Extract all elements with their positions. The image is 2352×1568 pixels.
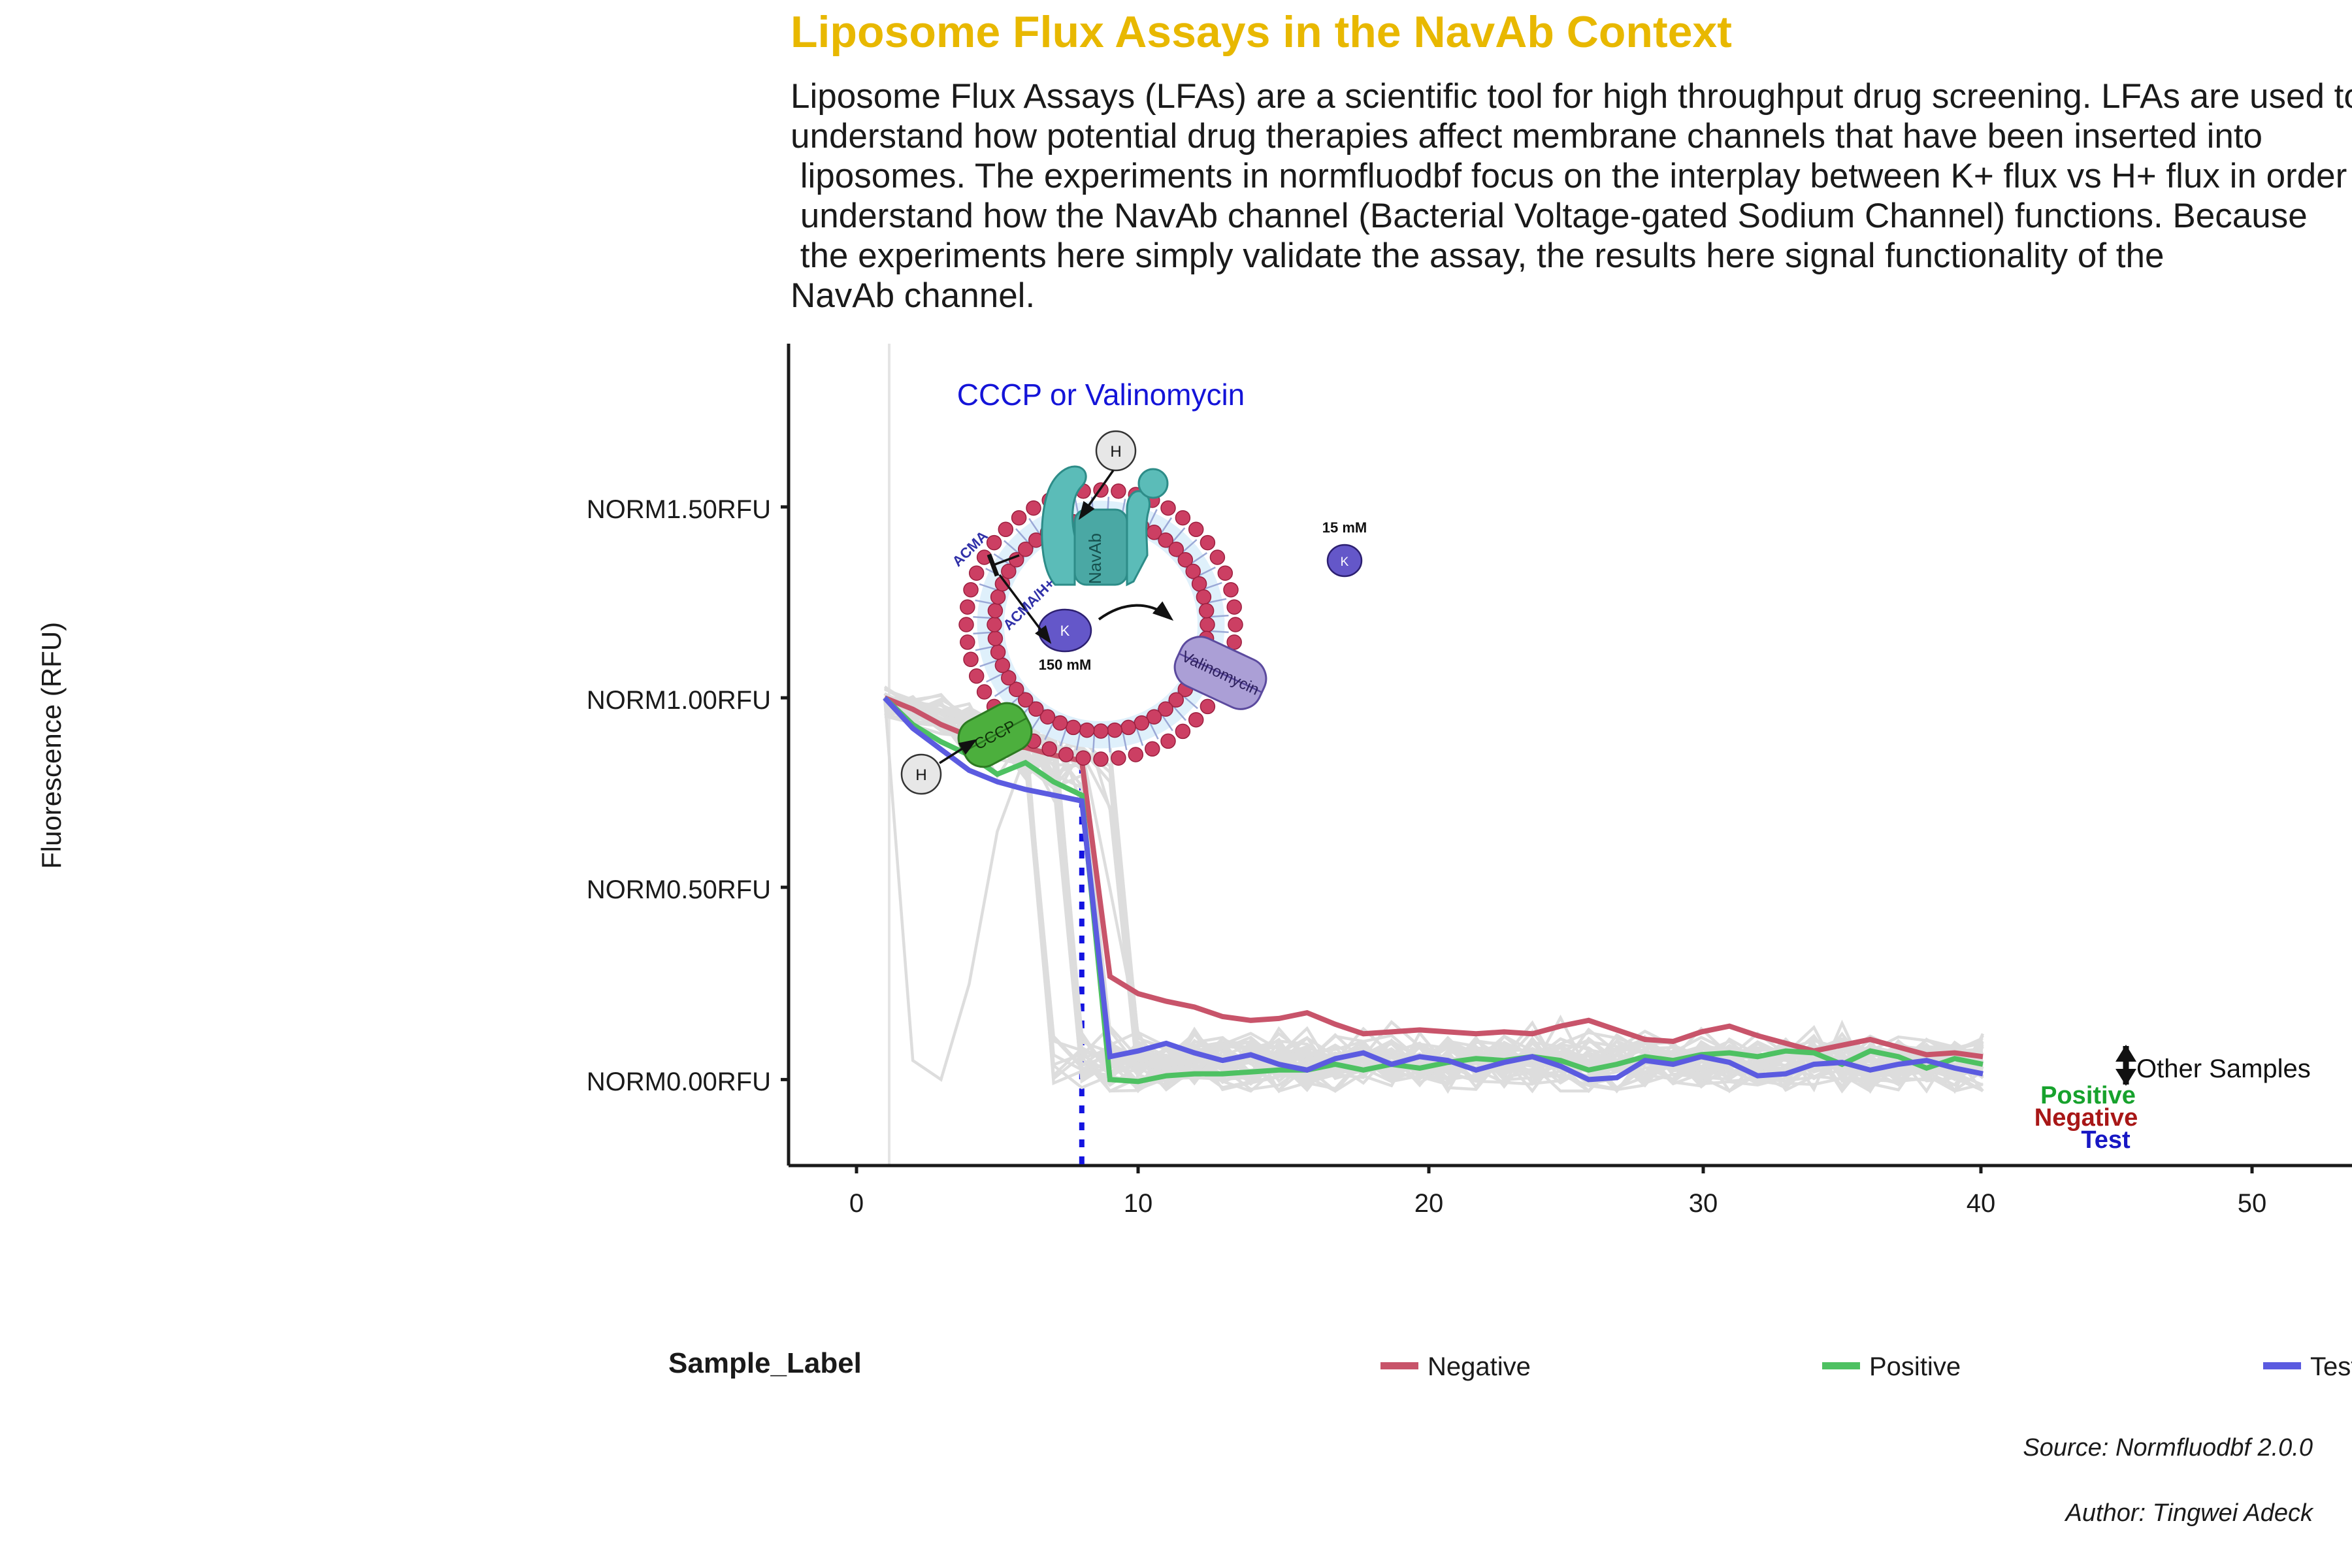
svg-text:15 mM: 15 mM — [1322, 519, 1367, 536]
svg-text:150 mM: 150 mM — [1039, 657, 1092, 673]
svg-text:Test: Test — [2081, 1126, 2131, 1154]
svg-text:10: 10 — [1124, 1189, 1153, 1218]
svg-text:Other Samples: Other Samples — [2136, 1054, 2311, 1083]
svg-text:NavAb: NavAb — [1085, 533, 1105, 584]
svg-text:NORM1.00RFU: NORM1.00RFU — [587, 686, 771, 715]
svg-text:H: H — [915, 766, 926, 784]
svg-text:K: K — [1060, 623, 1070, 639]
svg-text:30: 30 — [1689, 1189, 1718, 1218]
svg-text:20: 20 — [1414, 1189, 1444, 1218]
svg-text:H: H — [1110, 443, 1121, 461]
svg-text:NORM0.50RFU: NORM0.50RFU — [587, 875, 771, 904]
svg-text:K: K — [1341, 555, 1349, 569]
svg-text:NORM0.00RFU: NORM0.00RFU — [587, 1068, 771, 1096]
svg-text:CCCP or Valinomycin: CCCP or Valinomycin — [957, 378, 1245, 412]
svg-text:40: 40 — [1967, 1189, 1996, 1218]
svg-text:0: 0 — [849, 1189, 864, 1218]
svg-text:50: 50 — [2238, 1189, 2267, 1218]
svg-text:NORM1.50RFU: NORM1.50RFU — [587, 495, 771, 524]
